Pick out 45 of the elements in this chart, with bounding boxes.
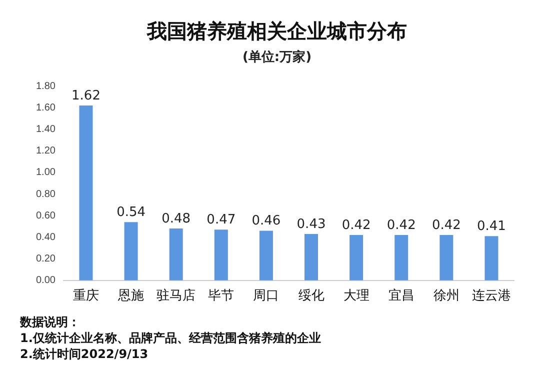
y-tick-label: 1.60 (36, 102, 56, 114)
y-tick-label: 1.40 (36, 124, 56, 135)
bar (304, 234, 318, 280)
y-tick-label: 0.00 (36, 275, 56, 286)
bar (169, 228, 183, 280)
x-tick-label: 重庆 (72, 288, 99, 304)
x-tick-label: 毕节 (208, 288, 234, 304)
x-tick-label: 周口 (253, 288, 280, 304)
x-tick-label: 宜昌 (388, 288, 414, 304)
x-tick-label: 恩施 (117, 288, 144, 304)
x-tick-label: 绥化 (298, 288, 324, 304)
bar (350, 235, 364, 280)
text: 1.仅统计企业名称、品牌产品、经营范围含猪养殖的企业 (20, 330, 321, 346)
y-tick-label: 1.00 (36, 167, 56, 178)
y-tick-label: 0.20 (36, 254, 56, 265)
data-label: 0.54 (116, 204, 146, 220)
data-label: 0.43 (296, 216, 326, 232)
bar (440, 235, 454, 280)
x-tick-label: 驻马店 (156, 288, 196, 304)
y-tick-label: 0.60 (36, 210, 56, 222)
x-tick-label: 连云港 (472, 288, 511, 304)
text: 2.统计时间2022/9/13 (20, 346, 150, 362)
data-label: 0.48 (162, 211, 191, 226)
y-tick-label: 0.40 (36, 232, 56, 243)
bar (214, 230, 228, 280)
data-label: 0.47 (206, 212, 236, 228)
text: 数据说明： (20, 314, 81, 330)
chart-title: 我国猪养殖相关企业城市分布 (146, 18, 408, 45)
bar (124, 222, 138, 280)
data-label: 0.42 (342, 218, 371, 233)
y-tick-label: 1.20 (36, 146, 56, 157)
bar (79, 105, 93, 280)
bar (259, 230, 273, 280)
data-label: 1.62 (72, 88, 100, 104)
data-label: 0.42 (432, 218, 461, 233)
y-tick-label: 0.80 (36, 188, 56, 200)
data-label: 0.46 (252, 214, 281, 229)
data-label: 0.42 (386, 218, 416, 233)
bar (394, 235, 408, 280)
x-tick-label: 徐州 (433, 288, 460, 304)
data-label: 0.41 (476, 218, 506, 234)
bar (484, 236, 498, 280)
x-tick-label: 大理 (343, 288, 370, 304)
chart-subtitle: (单位:万家) (241, 48, 313, 66)
y-tick-label: 1.80 (36, 80, 56, 92)
